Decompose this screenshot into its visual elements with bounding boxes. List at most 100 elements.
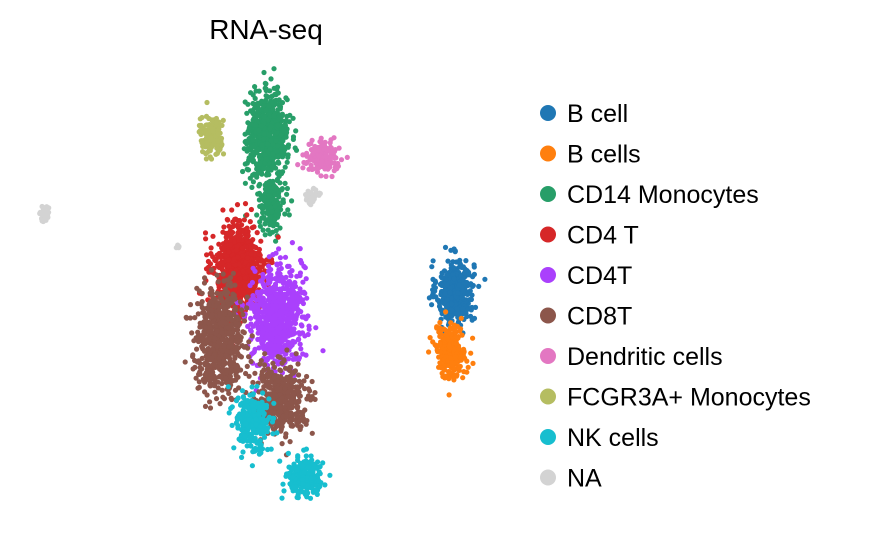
scatter-point: [244, 305, 250, 311]
scatter-point: [280, 199, 286, 205]
scatter-point: [303, 453, 309, 459]
scatter-point: [220, 151, 227, 157]
scatter-point: [247, 219, 253, 225]
scatter-point: [298, 346, 304, 352]
scatter-point: [238, 354, 244, 360]
scatter-point: [227, 373, 233, 380]
scatter-point: [202, 230, 209, 236]
scatter-point: [272, 203, 278, 209]
scatter-point: [269, 209, 275, 215]
scatter-point: [268, 369, 274, 375]
scatter-point: [290, 356, 296, 362]
scatter-point: [434, 347, 440, 353]
scatter-point: [331, 155, 338, 161]
scatter-point: [319, 158, 325, 164]
scatter-point: [296, 355, 302, 361]
scatter-point: [317, 483, 323, 489]
scatter-point: [471, 315, 478, 321]
scatter-point: [276, 342, 282, 348]
scatter-point: [256, 190, 262, 196]
scatter-point: [308, 453, 314, 459]
scatter-point: [243, 421, 249, 427]
scatter-point: [270, 343, 276, 349]
scatter-point: [263, 93, 269, 99]
scatter-point: [302, 333, 308, 339]
scatter-point: [214, 145, 220, 151]
scatter-point: [328, 137, 334, 143]
scatter-point: [446, 392, 452, 398]
scatter-point: [279, 441, 285, 447]
scatter-point: [203, 113, 210, 119]
scatter-point: [323, 153, 329, 159]
scatter-point: [294, 467, 300, 473]
scatter-point: [279, 360, 285, 366]
scatter-point: [453, 334, 459, 340]
scatter-point: [208, 286, 214, 292]
scatter-point: [42, 215, 48, 222]
scatter-point: [231, 292, 237, 298]
scatter-point: [279, 495, 285, 501]
scatter-point: [280, 169, 286, 175]
scatter-point: [286, 341, 292, 347]
scatter-point: [430, 339, 436, 345]
scatter-point: [461, 369, 467, 375]
scatter-point: [280, 297, 286, 303]
scatter-point: [285, 152, 291, 158]
scatter-point: [282, 180, 288, 186]
scatter-point: [275, 153, 281, 159]
scatter-point: [242, 283, 248, 290]
scatter-point: [240, 329, 246, 335]
scatter-point: [248, 358, 254, 365]
scatter-point: [262, 152, 268, 158]
scatter-point: [295, 337, 302, 343]
scatter-point: [221, 304, 228, 310]
scatter-point: [322, 482, 328, 488]
scatter-point: [265, 210, 271, 216]
scatter-point: [292, 320, 299, 326]
scatter-point: [249, 225, 255, 231]
scatter-point: [212, 335, 218, 341]
scatter-point: [243, 259, 249, 265]
scatter-point: [263, 107, 269, 114]
scatter-point: [277, 225, 283, 231]
scatter-point: [241, 404, 247, 410]
scatter-point: [344, 154, 350, 160]
scatter-point: [261, 131, 267, 137]
scatter-point: [458, 294, 465, 301]
scatter-point: [280, 335, 286, 341]
scatter-point: [219, 266, 225, 272]
scatter-point: [261, 136, 267, 142]
scatter-point: [232, 387, 239, 393]
scatter-point: [304, 150, 310, 156]
scatter-point: [297, 294, 303, 300]
scatter-point: [247, 392, 253, 398]
scatter-point: [232, 354, 238, 360]
scatter-point: [281, 144, 288, 150]
scatter-point: [196, 384, 202, 390]
scatter-point: [208, 245, 214, 251]
scatter-point: [267, 336, 273, 342]
scatter-point: [218, 373, 224, 379]
scatter-point: [273, 228, 279, 234]
scatter-point: [240, 311, 246, 318]
scatter-point: [267, 214, 273, 220]
scatter-point: [445, 336, 451, 342]
scatter-point: [250, 323, 256, 329]
scatter-point: [277, 180, 283, 186]
scatter-point: [240, 449, 246, 455]
scatter-point: [193, 335, 199, 341]
scatter-point: [260, 329, 266, 335]
scatter-point: [252, 244, 258, 250]
scatter-point: [212, 257, 218, 263]
scatter-point: [266, 102, 272, 108]
scatter-point: [260, 390, 266, 396]
scatter-point: [256, 411, 262, 417]
scatter-point: [276, 160, 282, 166]
scatter-point: [282, 365, 289, 371]
scatter-point: [259, 264, 265, 270]
scatter-point: [210, 128, 216, 134]
scatter-point: [452, 354, 458, 360]
scatter-point: [284, 347, 290, 353]
scatter-point: [249, 184, 255, 190]
scatter-point: [269, 315, 275, 321]
